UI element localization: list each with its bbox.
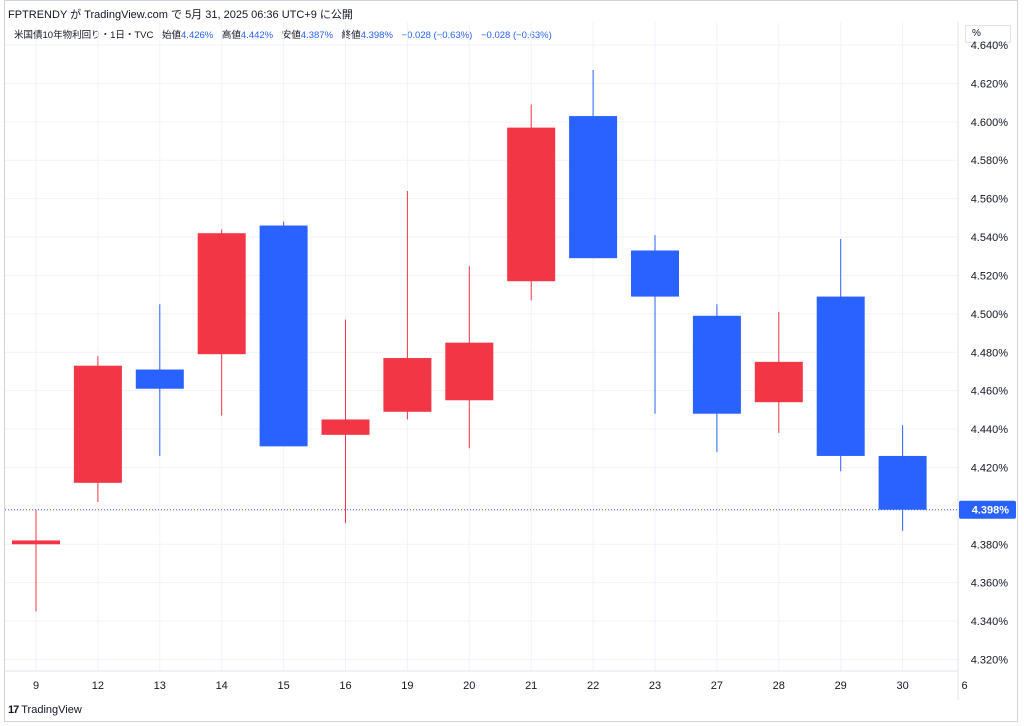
y-tick-label: 4.520% bbox=[971, 270, 1009, 282]
y-tick-label: 4.560% bbox=[971, 194, 1009, 206]
x-tick-label: 22 bbox=[587, 680, 599, 692]
x-tick-label: 28 bbox=[773, 680, 785, 692]
y-tick-label: 4.480% bbox=[971, 347, 1009, 359]
y-tick-label: 4.580% bbox=[971, 155, 1009, 167]
candle-body bbox=[12, 540, 60, 545]
y-tick-label: 4.500% bbox=[971, 309, 1009, 321]
brand-name: TradingView bbox=[21, 704, 82, 716]
low-value: 4.387% bbox=[300, 30, 334, 41]
close-label: 終値 bbox=[341, 30, 361, 41]
candle-body bbox=[445, 342, 494, 401]
open-value: 4.426% bbox=[181, 30, 214, 41]
y-tick-label: 4.380% bbox=[971, 539, 1009, 551]
x-tick-label: 12 bbox=[92, 680, 104, 692]
y-axis[interactable]: 4.320%4.340%4.360%4.380%4.400%4.420%4.44… bbox=[971, 40, 1009, 666]
candle-body bbox=[754, 361, 803, 403]
x-tick-label: 9 bbox=[33, 680, 39, 692]
x-tick-label: 30 bbox=[896, 680, 908, 692]
publish-line: FPTRENDY が TradingView.com で 5月 31, 2025… bbox=[8, 9, 353, 21]
candle-body bbox=[383, 358, 432, 412]
last-price-badge bbox=[959, 500, 1016, 519]
x-tick-label: 27 bbox=[711, 680, 723, 692]
y-tick-label: 4.600% bbox=[971, 117, 1009, 129]
symbol-name[interactable]: 米国債10年物利回り・1日・TVC bbox=[14, 30, 154, 41]
x-tick-label: 19 bbox=[401, 680, 413, 692]
candle-body bbox=[135, 369, 184, 389]
y-tick-label: 4.640% bbox=[971, 40, 1009, 52]
x-tick-label: 14 bbox=[216, 680, 228, 692]
y-tick-label: 4.340% bbox=[971, 616, 1009, 628]
high-value: 4.442% bbox=[240, 30, 274, 41]
last-price-label-group: 4.398% bbox=[959, 500, 1016, 519]
x-tick-label: 29 bbox=[835, 680, 847, 692]
chart-frame bbox=[4, 0, 1018, 722]
change-value: −0.028 (−0.63%) bbox=[401, 30, 473, 41]
close-value: 4.398% bbox=[360, 30, 393, 41]
low-label: 安値 bbox=[281, 30, 301, 41]
candle-body bbox=[816, 296, 865, 456]
y-tick-label: 4.420% bbox=[971, 462, 1009, 474]
x-tick-label: 13 bbox=[154, 680, 166, 692]
change-value-2: −0.028 (−0.63%) bbox=[480, 30, 552, 41]
candle-body bbox=[507, 127, 556, 282]
x-tick-label: 20 bbox=[463, 680, 475, 692]
candle-body bbox=[631, 250, 679, 297]
symbol-legend: 米国債10年物利回り・1日・TVC 始値4.426% 高値4.442% 安値4.… bbox=[14, 27, 552, 41]
candle-body bbox=[692, 315, 741, 414]
percent-scale-button[interactable]: % bbox=[965, 25, 1011, 43]
candle-body bbox=[321, 419, 370, 435]
x-tick-label: 15 bbox=[277, 680, 289, 692]
y-tick-label: 4.360% bbox=[971, 578, 1009, 590]
candle-body bbox=[259, 225, 308, 447]
y-tick-label: 4.320% bbox=[971, 654, 1009, 666]
x-tick-label: 21 bbox=[525, 680, 537, 692]
candle-body bbox=[569, 116, 618, 259]
x-tick-label: 23 bbox=[649, 680, 661, 692]
y-tick-label: 4.620% bbox=[971, 78, 1009, 90]
high-label: 高値 bbox=[221, 30, 241, 41]
x-tick-label: 6 bbox=[961, 680, 967, 692]
candle-body bbox=[73, 365, 122, 483]
x-axis[interactable]: 9 12 13 14 15 16 19 20 21 22 23 27 28 29 30 6 bbox=[33, 680, 968, 692]
open-label: 始値 bbox=[162, 30, 182, 41]
x-tick-label: 16 bbox=[339, 680, 351, 692]
candle-body bbox=[878, 455, 927, 510]
tradingview-logo-icon: 17 bbox=[8, 704, 19, 716]
y-tick-label: 4.440% bbox=[971, 424, 1009, 436]
y-tick-label: 4.540% bbox=[971, 232, 1009, 244]
candles bbox=[12, 70, 927, 612]
last-price-label: 4.398% bbox=[972, 505, 1010, 517]
footer-brand[interactable]: 17 TradingView bbox=[8, 704, 82, 716]
y-tick-label: 4.460% bbox=[971, 386, 1009, 398]
candle-body bbox=[197, 233, 246, 355]
